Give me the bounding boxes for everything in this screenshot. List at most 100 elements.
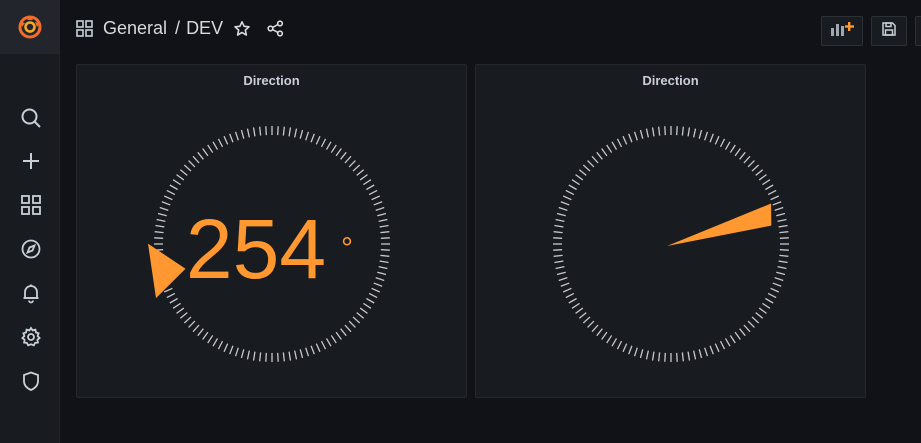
compass-tick [568,184,577,191]
compass-tick [639,349,644,359]
compass-tick [305,131,310,141]
compass-tick [709,133,714,143]
compass-tick [188,320,196,328]
compass-icon[interactable] [18,236,44,262]
compass-tick [578,169,587,176]
compass-tick [555,266,565,270]
compass-tick [179,312,188,319]
compass-tick [553,254,563,257]
panel-title[interactable]: Direction [243,73,300,88]
compass-tick [373,282,383,287]
breadcrumb-dashboard[interactable]: DEV [186,18,224,38]
compass-tick [767,292,777,299]
compass-tick [747,320,755,328]
compass-tick [704,347,709,357]
compass-tick [767,189,777,196]
compass-tick [340,328,347,337]
compass-tick [259,126,262,136]
share-icon[interactable] [267,20,284,37]
panel-direction-1: Direction 254 ° [76,64,467,398]
compass-tick [197,328,204,337]
compass-tick [765,297,774,304]
compass-tick [377,271,387,276]
add-panel-button[interactable] [821,16,863,46]
star-icon[interactable] [233,20,251,38]
compass-tick [320,138,327,148]
save-dashboard-button[interactable] [871,16,907,46]
compass-tick [747,160,755,168]
compass-tick [724,338,731,347]
compass-tick [359,307,368,314]
plus-icon[interactable] [18,148,44,174]
more-button[interactable] [915,16,921,46]
compass-tick [320,340,327,350]
shield-icon[interactable] [18,368,44,394]
compass-tick [252,351,256,361]
compass-tick [179,169,188,176]
bell-icon[interactable] [18,280,44,306]
dashboards-grid-icon[interactable] [18,192,44,218]
compass-tick [556,271,566,276]
compass-tick [315,135,321,145]
compass-tick [709,345,714,355]
grafana-logo-icon[interactable] [0,0,60,54]
compass-tick [379,224,389,228]
compass-tick [375,206,385,211]
compass-tick [555,218,565,222]
compass-tick [223,135,229,145]
compass-tick [582,164,591,172]
compass-tick [315,343,321,353]
compass-tick [770,195,780,201]
compass-tick [176,307,185,314]
compass-tick [729,335,736,344]
compass-tick [778,224,788,228]
compass-tick [562,195,572,201]
compass-tick [356,169,365,176]
compass-tick [192,155,200,164]
compass-tick [558,277,568,282]
compass-tick [724,141,731,150]
compass-tick [758,174,767,181]
compass-tick [554,260,564,264]
compass-tick [378,218,388,222]
compass-tick [758,307,767,314]
compass-tick [553,231,563,234]
compass-tick [611,338,618,347]
direction-unit: ° [341,232,353,265]
compass-tick [616,138,623,148]
add-panel-icon [829,20,855,43]
compass-tick [163,195,173,201]
compass-tick [340,151,347,160]
compass-tick [207,335,214,344]
compass-tick [366,184,375,191]
gear-icon[interactable] [18,324,44,350]
breadcrumb-folder[interactable]: General [103,18,168,38]
compass-tick [693,350,697,360]
compass-tick [363,302,372,309]
compass-tick [379,260,389,264]
compass-tick [556,212,566,217]
compass-tick [751,164,760,172]
compass-tick [568,297,577,304]
compass-tick [223,343,229,353]
compass-tick [172,302,181,309]
compass-tick [234,131,239,141]
compass-tick [765,184,774,191]
compass-ticks [553,126,789,362]
panel-title[interactable]: Direction [642,73,699,88]
save-icon [881,21,897,42]
compass-tick [606,144,613,153]
compass-tick [687,127,691,137]
compass-tick [246,350,250,360]
compass-tick [591,155,599,164]
compass-tick [294,350,298,360]
search-icon[interactable] [18,105,44,131]
compass-tick [772,282,782,287]
compass-tick [734,331,741,340]
compass-tick [373,201,383,206]
compass-tick [288,351,292,361]
compass-tick [575,307,584,314]
compass-tick [571,179,580,186]
compass-tick [330,144,337,153]
compass-tick [687,351,691,361]
